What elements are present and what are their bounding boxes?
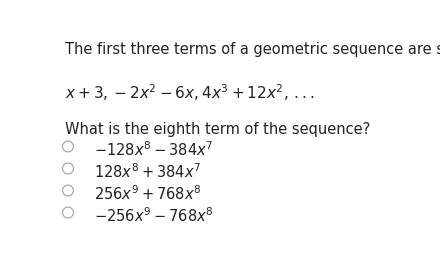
Text: $-256x^9-768x^8$: $-256x^9-768x^8$ <box>94 207 214 225</box>
Text: $256x^9+768x^8$: $256x^9+768x^8$ <box>94 185 202 203</box>
Text: The first three terms of a geometric sequence are shown below.: The first three terms of a geometric seq… <box>65 42 440 57</box>
Text: What is the eighth term of the sequence?: What is the eighth term of the sequence? <box>65 122 370 137</box>
Text: $x+3, -2x^2-6x, 4x^3+12x^2, \,...$: $x+3, -2x^2-6x, 4x^3+12x^2, \,...$ <box>65 82 315 103</box>
Text: $-128x^8-384x^7$: $-128x^8-384x^7$ <box>94 141 213 159</box>
Text: $128x^8+384x^7$: $128x^8+384x^7$ <box>94 162 202 181</box>
